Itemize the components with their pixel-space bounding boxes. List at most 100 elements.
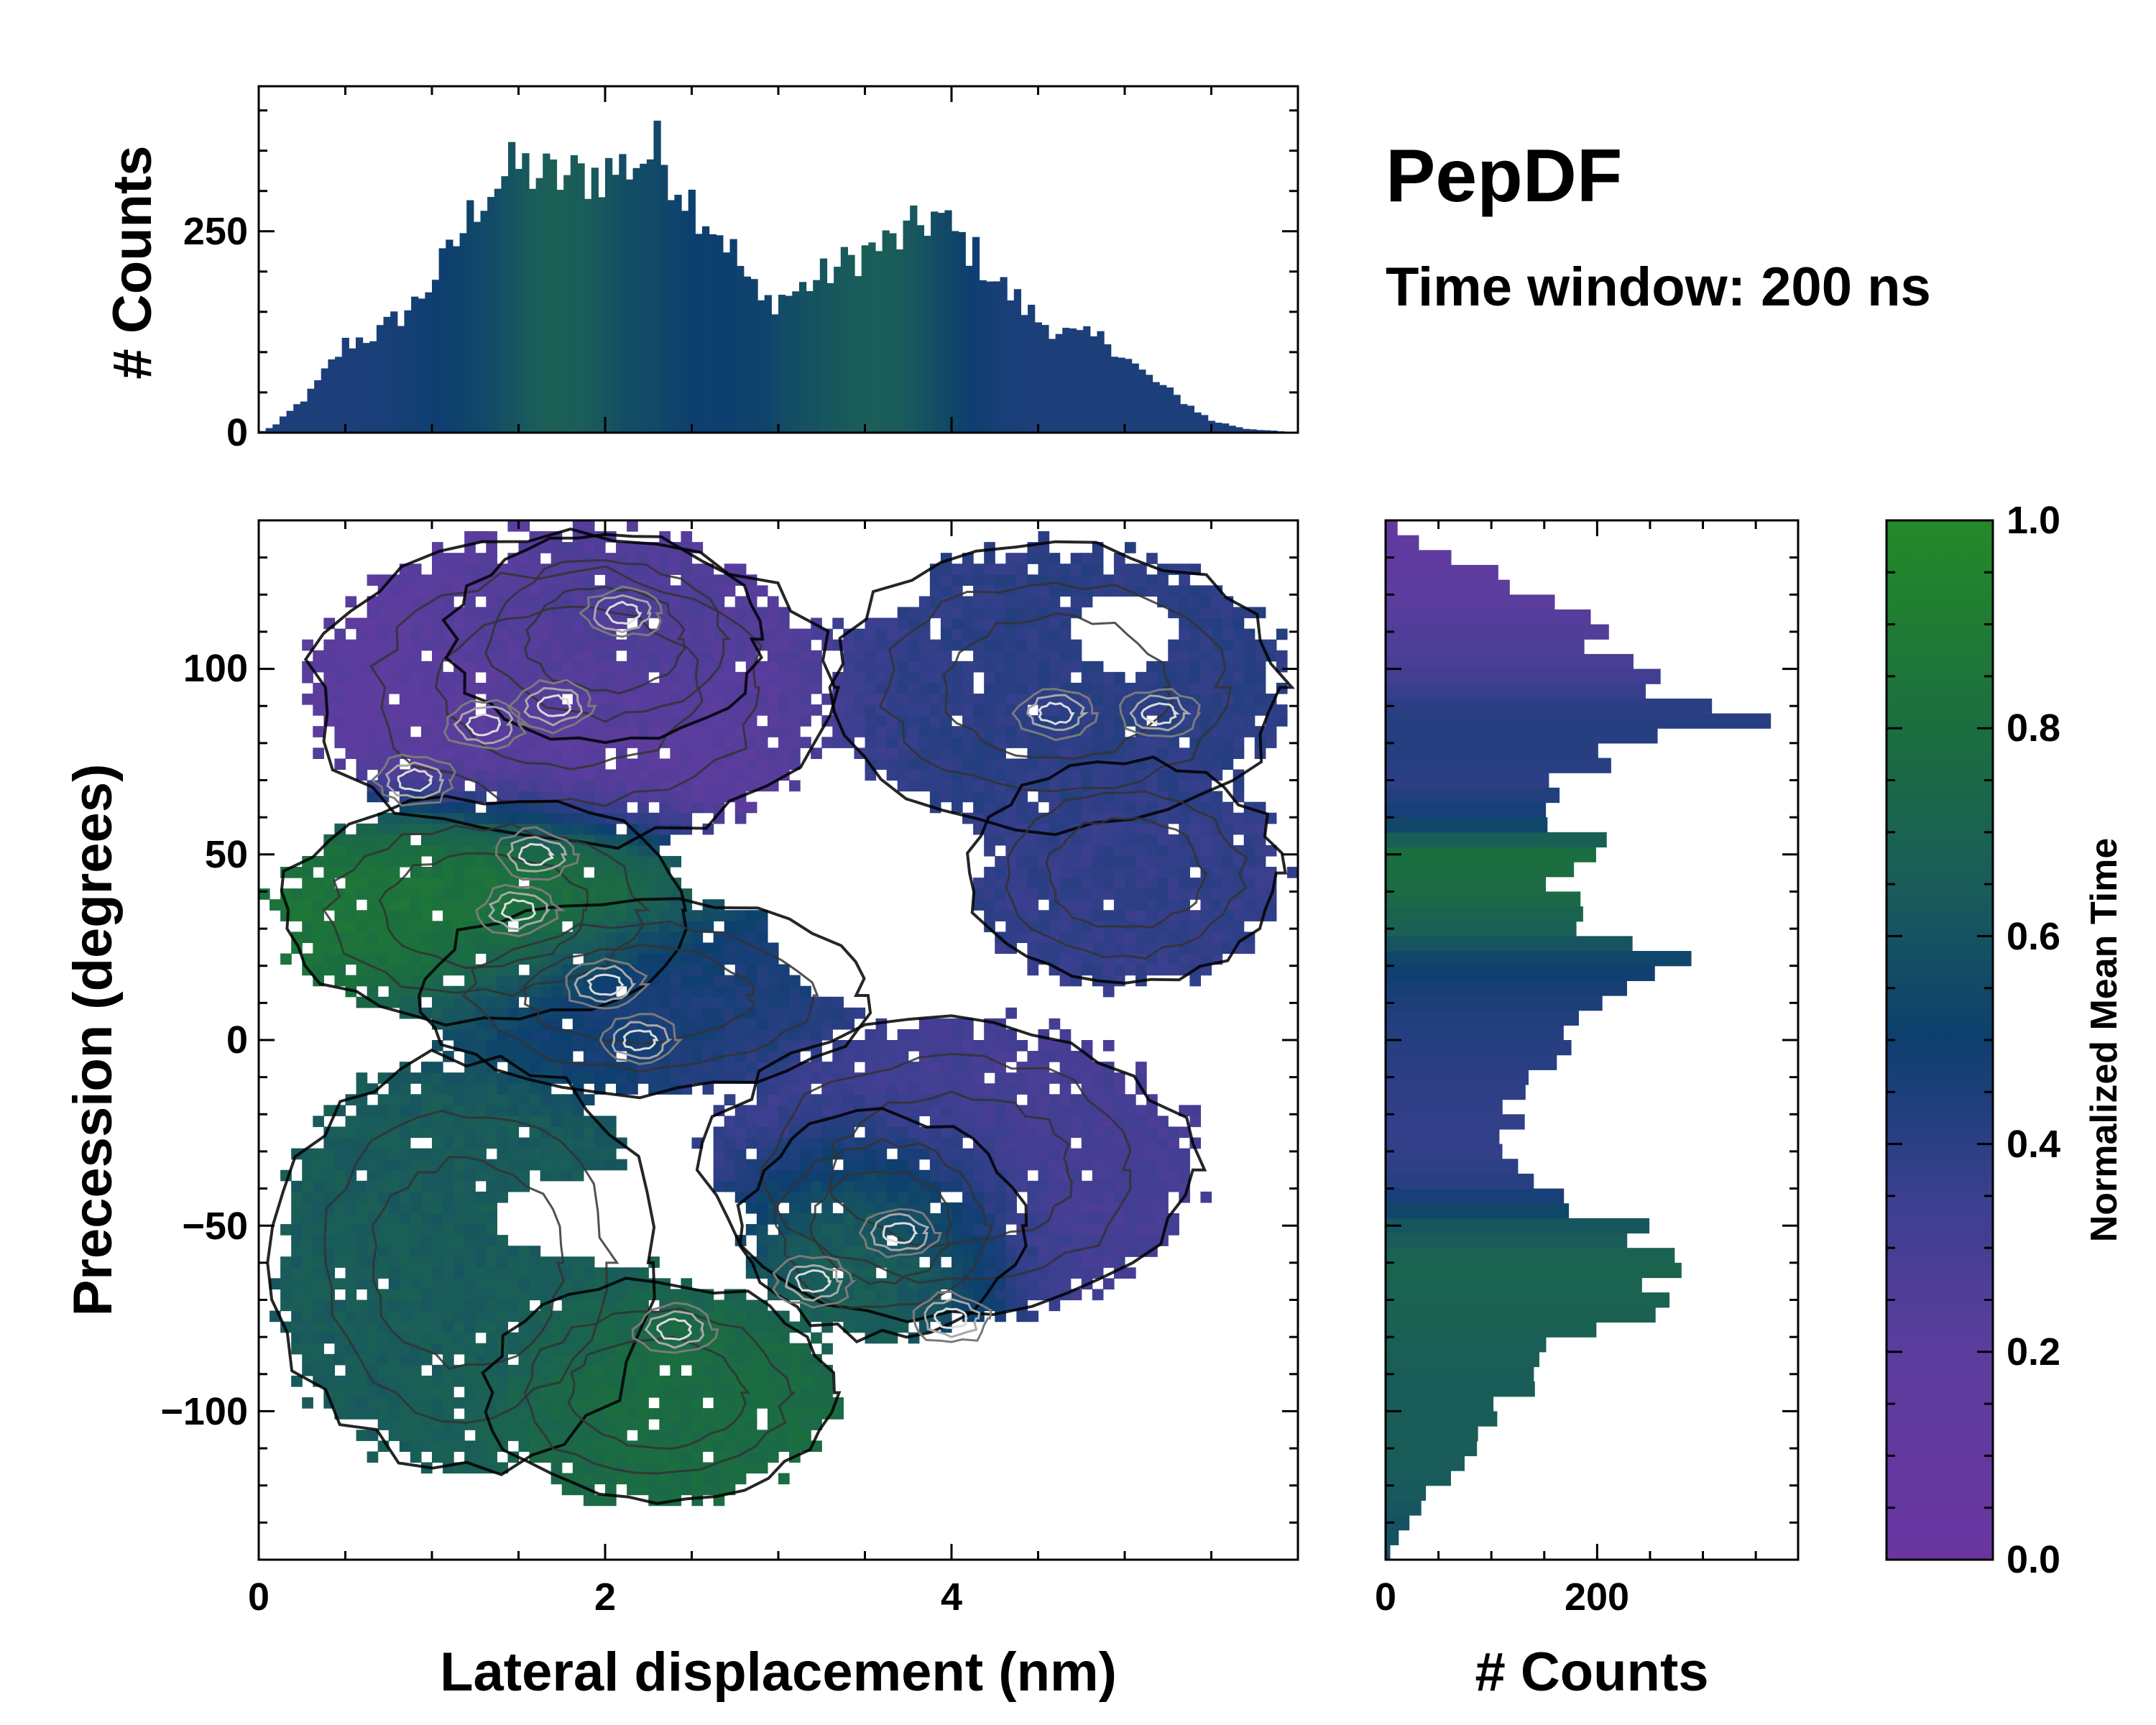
heatmap-cell: [323, 1300, 336, 1312]
heatmap-cell: [811, 1278, 822, 1290]
heatmap-cell: [1222, 812, 1234, 824]
heatmap-cell: [453, 758, 465, 770]
heatmap-cell: [789, 628, 801, 640]
heatmap-cell: [1027, 855, 1039, 868]
heatmap-cell: [637, 855, 649, 868]
heatmap-cell: [302, 671, 313, 684]
heatmap-cell: [432, 867, 443, 878]
heatmap-cell: [1222, 748, 1234, 759]
heatmap-cell: [377, 1256, 390, 1268]
heatmap-cell: [356, 1310, 368, 1322]
heatmap-cell: [464, 1289, 476, 1301]
heatmap-cell: [507, 1310, 520, 1322]
heatmap-cell: [670, 758, 682, 770]
heatmap-cell: [540, 1137, 552, 1149]
heatmap-cell: [918, 1072, 931, 1084]
heatmap-cell: [1135, 942, 1147, 954]
heatmap-cell: [767, 1191, 779, 1203]
heatmap-cell: [594, 769, 606, 781]
heatmap-cell: [789, 1353, 801, 1366]
heatmap-cell: [984, 694, 995, 705]
heatmap-cell: [377, 1300, 390, 1312]
heatmap-cell: [1070, 1256, 1082, 1268]
heatmap-cell: [443, 1202, 454, 1214]
heatmap-cell: [550, 985, 563, 998]
heatmap-cell: [367, 1159, 379, 1171]
heatmap-cell: [507, 1007, 520, 1019]
heatmap-cell: [1102, 737, 1115, 748]
heatmap-cell: [550, 801, 563, 814]
heatmap-cell: [475, 975, 487, 987]
heatmap-cell: [832, 1116, 844, 1128]
heatmap-cell: [323, 639, 336, 651]
heatmap-cell: [637, 801, 649, 814]
heatmap-cell: [1157, 1148, 1169, 1160]
heatmap-cell: [561, 878, 573, 889]
heatmap-cell: [302, 1202, 313, 1214]
heatmap-cell: [1135, 1148, 1147, 1160]
heatmap-cell: [670, 964, 682, 976]
heatmap-cell: [594, 661, 606, 673]
heatmap-cell: [345, 1224, 357, 1236]
heatmap-cell: [778, 1180, 790, 1192]
heatmap-cell: [811, 1191, 822, 1203]
heatmap-cell: [659, 682, 671, 694]
heatmap-cell: [507, 1083, 520, 1095]
heatmap-cell: [659, 1353, 671, 1366]
heatmap-cell: [367, 1310, 379, 1322]
heatmap-cell: [486, 671, 497, 684]
heatmap-cell: [648, 1484, 660, 1496]
heatmap-cell: [1049, 1072, 1061, 1084]
heatmap-cell: [356, 867, 368, 878]
heatmap-cell: [702, 801, 714, 814]
top-histogram-bar: [1173, 395, 1181, 433]
heatmap-cell: [1027, 801, 1039, 814]
heatmap-cell: [313, 1148, 324, 1160]
heatmap-cell: [377, 932, 390, 944]
heatmap-cell: [745, 758, 757, 770]
heatmap-cell: [1135, 953, 1147, 965]
heatmap-cell: [486, 1007, 497, 1019]
heatmap-cell: [518, 1051, 530, 1062]
heatmap-cell: [1254, 682, 1266, 694]
heatmap-cell: [583, 1321, 595, 1333]
heatmap-cell: [399, 834, 411, 846]
heatmap-cell: [724, 1051, 736, 1062]
heatmap-cell: [1081, 867, 1093, 878]
heatmap-cell: [702, 1353, 714, 1366]
heatmap-cell: [507, 748, 520, 759]
heatmap-cell: [605, 639, 617, 651]
heatmap-cell: [594, 888, 606, 900]
heatmap-cell: [561, 1343, 573, 1355]
heatmap-cell: [854, 1321, 866, 1333]
heatmap-cell: [594, 1397, 606, 1409]
heatmap-cell: [323, 845, 336, 857]
heatmap-cell: [1016, 1180, 1028, 1192]
heatmap-cell: [1179, 1169, 1190, 1182]
heatmap-cell: [1016, 888, 1028, 900]
heatmap-cell: [464, 953, 476, 965]
heatmap-cell: [486, 682, 497, 694]
top-histogram-bar: [1152, 382, 1160, 433]
heatmap-cell: [280, 1289, 292, 1301]
heatmap-cell: [1168, 867, 1179, 878]
heatmap-cell: [497, 867, 509, 878]
heatmap-cell: [681, 1353, 693, 1366]
heatmap-cell: [334, 715, 346, 727]
heatmap-cell: [897, 671, 909, 684]
heatmap-cell: [1059, 1213, 1072, 1225]
heatmap-cell: [627, 953, 638, 965]
heatmap-cell: [886, 1289, 898, 1301]
heatmap-cell: [854, 1040, 866, 1052]
heatmap-cell: [399, 1094, 411, 1105]
heatmap-cell: [550, 1386, 563, 1398]
heatmap-cell: [1081, 1180, 1093, 1192]
heatmap-cell: [1038, 1278, 1050, 1290]
heatmap-cell: [464, 1137, 476, 1149]
heatmap-cell: [464, 1353, 476, 1366]
heatmap-cell: [767, 1116, 779, 1128]
heatmap-cell: [334, 1202, 346, 1214]
heatmap-cell: [497, 1289, 509, 1301]
heatmap-cell: [875, 704, 888, 716]
heatmap-cell: [778, 748, 790, 759]
